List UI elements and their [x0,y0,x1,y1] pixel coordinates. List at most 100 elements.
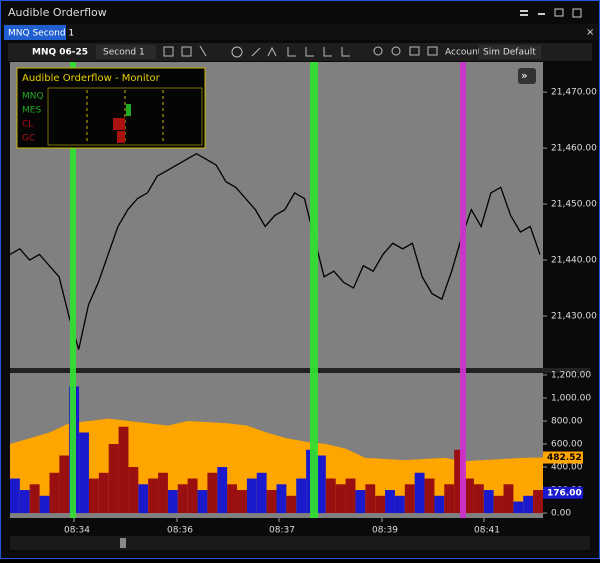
volume-bar [237,490,247,514]
expand-icon[interactable]: » [521,69,528,82]
y-tick-label: 21,450.00 [551,200,597,210]
y-tick-label: 600.00 [551,440,583,450]
window-title: Audible Orderflow [8,6,107,19]
volume-bar [315,455,326,514]
volume-bar [177,484,188,514]
y-tick-label: 800.00 [551,416,583,426]
monitor-grid [47,87,203,146]
tab[interactable] [4,25,66,40]
volume-bar [414,472,425,514]
x-tick-label: 08:36 [167,526,193,536]
expand-button[interactable] [518,68,536,84]
volume-bar [138,484,149,514]
instrument[interactable]: MNQ 06-25 [32,48,88,58]
volume-bar [227,484,238,514]
volume-bar [59,455,70,514]
monitor-instrument: GC [22,134,35,144]
window-controls [520,8,582,18]
volume-bar [533,490,543,514]
tab-bar [2,24,598,40]
tab-label[interactable]: MNQ Second 1 [8,29,74,39]
highlights [70,62,466,518]
volume-bar [266,490,277,514]
value-badge [543,451,583,464]
volume-bar [523,495,534,514]
volume-bar [444,484,455,514]
volume-bar [335,484,346,514]
interval-box[interactable] [96,45,156,59]
volume-bar [325,478,336,514]
volume-bar [167,490,178,514]
volume-bar [29,484,40,514]
panel-splitter [10,368,590,373]
y-tick-label: 21,440.00 [551,256,597,266]
volume-bar [197,490,208,514]
volume-bar [513,501,524,514]
volume-bar [98,472,109,514]
value-badge-label: 176.00 [547,488,582,498]
volume-bar [49,472,60,514]
volume-bar [404,484,415,514]
volume-bar [286,495,297,514]
y-tick-label: 400.00 [551,463,583,473]
volume-bar [246,478,257,514]
value-badge [543,486,583,499]
volume-bar [217,467,228,514]
volume-bar [158,472,168,514]
volume-bar [296,478,307,514]
x-tick-label: 08:41 [474,526,500,536]
volume-bar [187,478,198,514]
volume-bar [493,495,504,514]
scrollbar[interactable] [10,536,590,550]
volume-bar [375,495,386,514]
x-tick-label: 08:37 [269,526,295,536]
value-badge-label: 482.52 [547,453,582,463]
volume-bar [148,478,159,514]
volume-bar [434,495,445,514]
volume-bar [503,484,514,514]
toolbar-icons[interactable] [163,45,438,58]
volume-bar [424,478,435,514]
monitor-title: Audible Orderflow - Monitor [22,73,161,84]
y-tick-label: 21,470.00 [551,88,597,98]
volume-bar [256,472,267,514]
volume-bar [385,490,395,514]
account[interactable]: Sim Default [483,48,536,58]
y-tick-label: 0.00 [551,509,571,519]
x-tick-label: 08:34 [64,526,90,536]
volume-bar [10,478,20,514]
volume-bar [118,426,129,514]
volume-bar [276,484,287,514]
volume-bar [365,484,376,514]
volume-bar [345,478,356,514]
volume-bar [39,495,50,514]
volume-bar [108,444,119,514]
monitor-instrument: MES [22,106,41,116]
price-line [9,152,541,350]
y-tick-label: 21,430.00 [551,311,597,321]
y-tick-label: 1,000.00 [551,393,591,403]
x-tick-label: 08:39 [372,526,398,536]
account-label: Account: [445,48,484,58]
monitor-panel [16,67,206,149]
scroll-thumb[interactable] [120,538,126,548]
volume-bar [473,484,484,514]
monitor-instrument: CL [22,120,33,130]
close-tab[interactable]: × [586,27,594,38]
interval[interactable]: Second 1 [103,48,145,58]
volume-bar [128,467,139,514]
volume-bar [88,478,99,514]
monitor-bars [113,104,131,143]
volume-bar [355,490,366,514]
volume-bar [79,432,89,514]
y-tick-label: 21,460.00 [551,144,597,154]
volume-bar [454,449,465,514]
volume-bar [464,478,474,514]
volume-bar [207,472,218,514]
account-box[interactable] [479,45,541,59]
volume-bar [19,490,30,514]
monitor-instrument: MNQ [22,92,44,102]
y-tick-label: 1,200.00 [551,370,591,380]
volume-bar [483,490,494,514]
